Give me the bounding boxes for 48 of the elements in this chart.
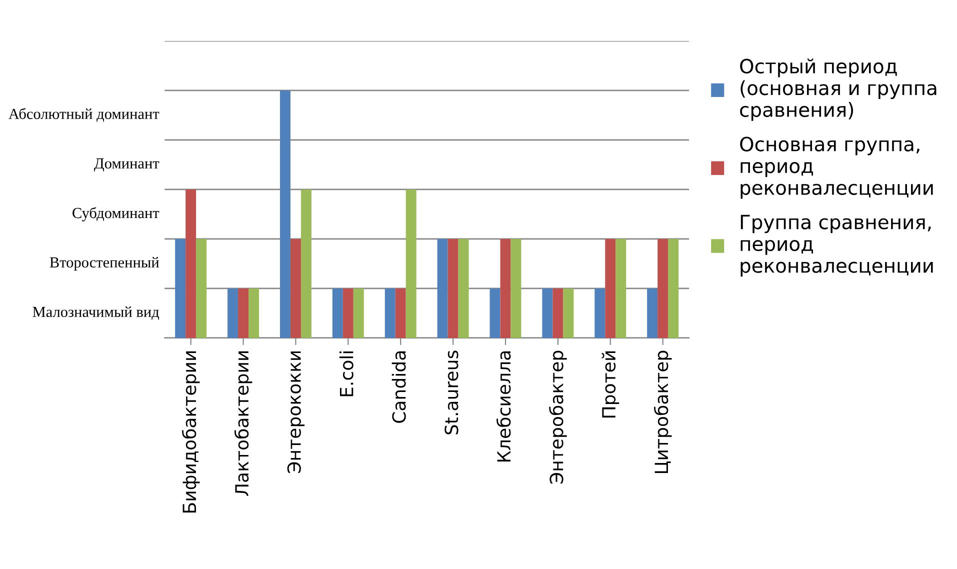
bar bbox=[542, 288, 553, 338]
bar bbox=[500, 238, 511, 338]
bar bbox=[332, 288, 343, 338]
legend-label: Группа сравнения, период реконвалесценции bbox=[740, 214, 933, 277]
bar bbox=[353, 288, 364, 338]
x-tick-label: Цитробактер bbox=[654, 350, 672, 473]
bar bbox=[647, 288, 658, 338]
bar bbox=[196, 238, 207, 338]
bar bbox=[437, 238, 448, 338]
x-tick-label: Бифидобактерии bbox=[182, 351, 200, 513]
bar bbox=[448, 238, 458, 338]
x-tick-label: Клебсиелла bbox=[496, 351, 511, 462]
bar bbox=[605, 238, 616, 338]
text: Второстепенный bbox=[50, 256, 159, 271]
bar bbox=[552, 288, 564, 338]
bar bbox=[563, 288, 574, 338]
bar bbox=[458, 238, 469, 338]
bar bbox=[406, 189, 416, 338]
text: Доминант bbox=[94, 158, 160, 172]
x-tick-label: Протей bbox=[602, 351, 620, 418]
bar bbox=[175, 238, 186, 338]
bar bbox=[668, 238, 679, 338]
x-tick-label: Candida bbox=[392, 351, 406, 423]
bar bbox=[658, 238, 668, 338]
bar bbox=[238, 288, 249, 338]
bar bbox=[594, 288, 606, 338]
legend-label: Основная группа, период реконвалесценции bbox=[740, 136, 933, 199]
legend-label: Острый период (основная и группа сравнения) bbox=[740, 58, 936, 121]
x-tick-label: St.aureus bbox=[444, 350, 458, 434]
text: Малозначимый вид bbox=[32, 306, 160, 320]
text: Субдоминант bbox=[72, 207, 160, 222]
bar bbox=[490, 288, 500, 338]
bar bbox=[342, 288, 354, 338]
x-tick-label: Энтерококки bbox=[287, 351, 304, 473]
bar bbox=[395, 288, 406, 338]
x-tick-label: Лактобактерии bbox=[234, 351, 252, 496]
bar bbox=[248, 288, 259, 338]
bar bbox=[300, 189, 312, 338]
bar bbox=[186, 189, 196, 338]
bar bbox=[384, 288, 396, 338]
text: Абсолютный доминант bbox=[8, 108, 160, 122]
bar bbox=[228, 288, 238, 338]
bar bbox=[616, 238, 626, 338]
bar bbox=[290, 238, 301, 338]
bar bbox=[510, 238, 522, 338]
x-tick-label: E.coli bbox=[339, 351, 354, 396]
x-tick-label: Энтеробактер bbox=[549, 350, 567, 484]
bar bbox=[280, 90, 290, 338]
